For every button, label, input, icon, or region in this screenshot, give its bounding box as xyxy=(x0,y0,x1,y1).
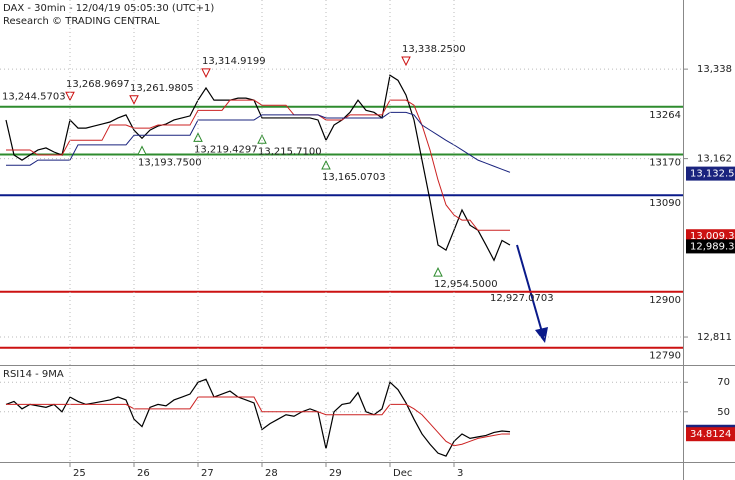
y-tick-label: 13,338 xyxy=(697,64,732,75)
level-label: 13170 xyxy=(649,158,681,169)
series-line xyxy=(6,99,510,231)
pivot-label: 13,268.9697 xyxy=(66,79,130,90)
pivot-label: 12,954.5000 xyxy=(434,279,498,290)
arrow-shaft xyxy=(516,244,543,333)
pivot-label: 13,261.9805 xyxy=(130,83,194,94)
series-line xyxy=(5,74,511,262)
pivot-marker xyxy=(321,159,331,170)
x-tick-label: Dec xyxy=(393,468,412,479)
x-tick-label: 25 xyxy=(73,468,86,479)
pivot-label: 13,244.5703 xyxy=(2,92,66,103)
pivot-label: 12,927.0703 xyxy=(490,293,554,304)
series-line xyxy=(6,396,510,447)
price-tag-label: 13,009.3 xyxy=(690,231,735,242)
pivot-marker xyxy=(401,56,411,67)
pivot-label: 13,338.2500 xyxy=(402,44,466,55)
x-tick-label: 27 xyxy=(201,468,214,479)
y-tick-label: 13,162 xyxy=(697,154,732,165)
y-tick-label: 12,811 xyxy=(697,332,732,343)
pivot-marker xyxy=(257,134,267,144)
x-tick-label: 28 xyxy=(265,468,278,479)
level-label: 12790 xyxy=(649,351,681,362)
pivot-label: 13,219.4297 xyxy=(194,144,258,155)
forecast-arrow xyxy=(516,244,548,343)
series-line xyxy=(5,378,511,457)
level-label: 12900 xyxy=(649,295,681,306)
price-tag xyxy=(686,427,735,442)
pivot-label: 13,215.7100 xyxy=(258,146,322,157)
pivot-marker xyxy=(433,266,443,277)
arrow-head xyxy=(535,327,548,343)
pivot-marker xyxy=(201,68,211,78)
x-tick-label: 26 xyxy=(137,468,150,479)
price-tag xyxy=(686,239,735,254)
pivot-label: 13,314.9199 xyxy=(202,56,266,67)
price-tag-label: 12,989.3 xyxy=(690,241,735,252)
pivot-label: 13,165.0703 xyxy=(322,172,386,183)
price-tag xyxy=(686,166,735,181)
pivot-marker xyxy=(129,95,139,105)
x-tick-label: 29 xyxy=(329,468,342,479)
pivot-marker xyxy=(137,145,147,155)
pivot-marker xyxy=(193,132,203,142)
chart-subtitle: Research © TRADING CENTRAL xyxy=(3,16,160,27)
x-tick-label: 3 xyxy=(457,468,463,479)
pivot-label: 13,193.7500 xyxy=(138,157,202,168)
level-label: 13264 xyxy=(649,110,681,121)
series-line xyxy=(6,111,511,173)
price-tag-label: 34.8124 xyxy=(690,429,731,440)
level-label: 13090 xyxy=(649,198,681,209)
rsi-title: RSI14 - 9MA xyxy=(3,369,64,380)
y-tick-label: 70 xyxy=(717,377,730,388)
chart-title: DAX - 30min - 12/04/19 05:05:30 (UTC+1) xyxy=(3,3,214,14)
y-tick-label: 50 xyxy=(717,407,730,418)
price-tag-label: 13,132.5 xyxy=(690,169,735,180)
